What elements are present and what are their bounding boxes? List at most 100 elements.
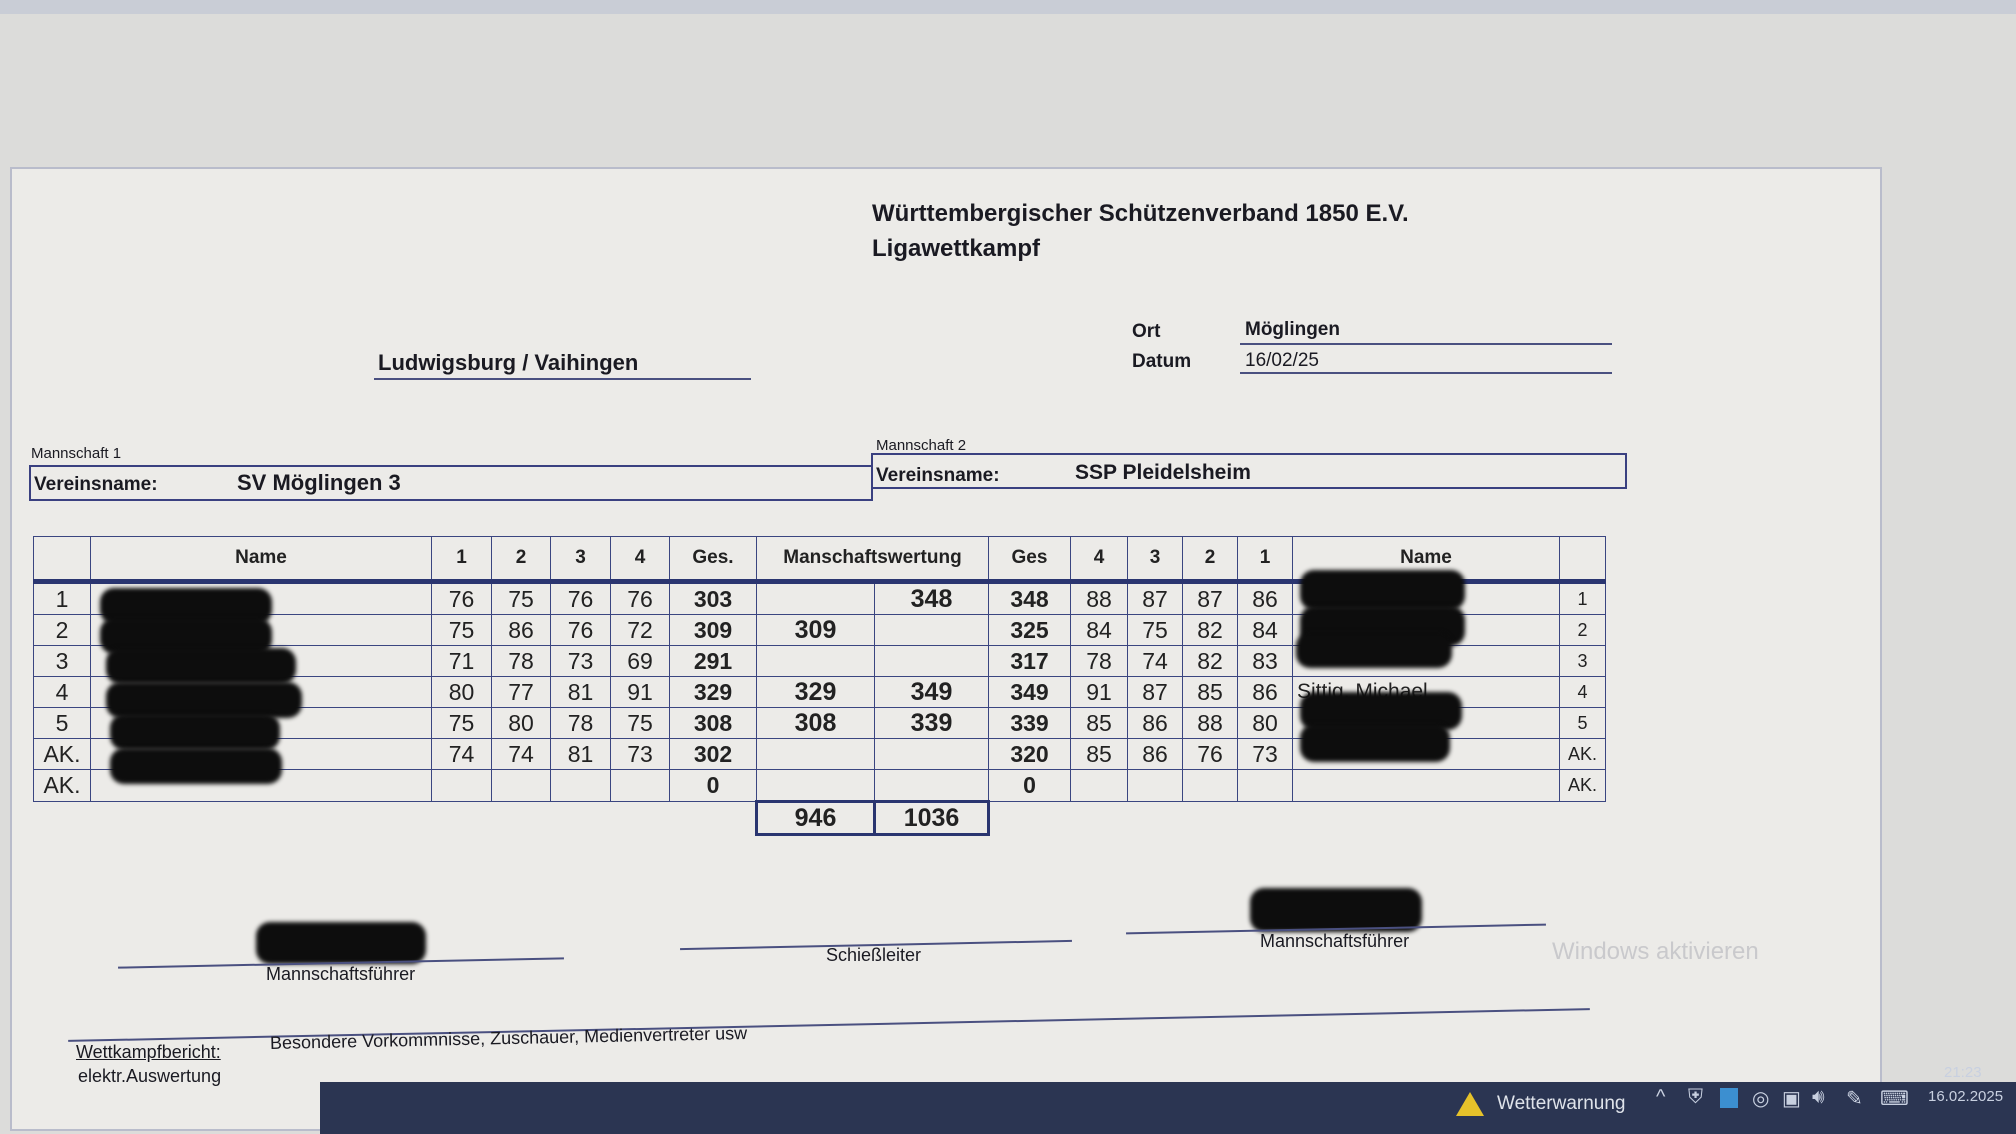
header-left-0: Name (90, 536, 432, 584)
left-score-3[interactable]: 81 (550, 676, 611, 708)
left-score-3[interactable]: 73 (550, 645, 611, 677)
left-total: 329 (669, 676, 757, 708)
display-icon[interactable]: ▣ (1782, 1088, 1801, 1110)
left-score-2[interactable]: 86 (491, 614, 551, 646)
captain1-label: Mannschaftsführer (266, 964, 416, 984)
left-score-2[interactable]: 75 (491, 581, 551, 615)
report-label: Wettkampfbericht: (76, 1042, 221, 1062)
left-score-2[interactable]: 80 (491, 707, 551, 739)
document-subtitle: Ligawettkampf (872, 235, 1041, 262)
team-score-2 (874, 645, 989, 677)
left-score-3[interactable]: 76 (550, 614, 611, 646)
header-left-4: 4 (610, 536, 670, 584)
right-score-3[interactable]: 86 (1127, 738, 1183, 770)
score-table: Name 1 2 3 4 Ges. Manschaftswertung Ges 4 3 2 1 Name… (33, 536, 1606, 836)
left-score-4[interactable]: 76 (610, 581, 670, 615)
left-position: 1 (33, 581, 91, 615)
right-score-2[interactable]: 88 (1182, 707, 1238, 739)
team2-box (871, 453, 1627, 489)
keyboard-icon[interactable]: ⌨ (1880, 1088, 1909, 1110)
left-score-4[interactable]: 73 (610, 738, 670, 770)
right-score-2[interactable]: 87 (1182, 581, 1238, 615)
team-score-2: 348 (874, 581, 989, 615)
left-score-1[interactable]: 75 (431, 614, 492, 646)
right-score-4[interactable]: 88 (1070, 581, 1128, 615)
report-note[interactable]: elektr.Auswertung (78, 1066, 222, 1086)
team1-section-label: Mannschaft 1 (31, 445, 122, 462)
right-score-4[interactable]: 91 (1070, 676, 1128, 708)
weather-warning[interactable]: Wetterwarnung (1497, 1093, 1626, 1114)
app-icon[interactable] (1720, 1088, 1738, 1108)
chevron-up-icon[interactable]: ^ (1656, 1086, 1666, 1108)
team-score-2: 349 (874, 676, 989, 708)
left-score-1[interactable]: 74 (431, 738, 492, 770)
redacted-name (106, 682, 302, 718)
team-score-2 (874, 614, 989, 646)
security-icon[interactable]: ⛨ (1688, 1086, 1703, 1108)
left-score-2[interactable]: 74 (491, 738, 551, 770)
right-score-4[interactable]: 85 (1070, 707, 1128, 739)
left-score-2[interactable]: 77 (491, 676, 551, 708)
right-total: 325 (988, 614, 1071, 646)
clock-time[interactable]: 21:23 (1944, 1064, 1982, 1081)
left-score-4[interactable]: 69 (610, 645, 670, 677)
left-score-1[interactable]: 76 (431, 581, 492, 615)
left-score-1[interactable]: 75 (431, 707, 492, 739)
right-score-1[interactable]: 86 (1237, 581, 1293, 615)
right-score-2[interactable]: 76 (1182, 738, 1238, 770)
right-score-3[interactable]: 87 (1127, 581, 1183, 615)
right-score-4[interactable]: 84 (1070, 614, 1128, 646)
left-score-4[interactable]: 72 (610, 614, 670, 646)
right-score-2[interactable]: 82 (1182, 614, 1238, 646)
right-shooter-name[interactable] (1292, 769, 1560, 802)
right-score-2[interactable]: 85 (1182, 676, 1238, 708)
right-score-2[interactable] (1182, 769, 1238, 802)
team-score-2 (874, 769, 989, 802)
clock-date[interactable]: 16.02.2025 (1928, 1088, 2004, 1105)
right-score-3[interactable]: 86 (1127, 707, 1183, 739)
left-score-3[interactable] (550, 769, 611, 802)
right-score-2[interactable]: 82 (1182, 645, 1238, 677)
right-score-1[interactable]: 84 (1237, 614, 1293, 646)
right-position: 1 (1559, 581, 1606, 615)
right-score-1[interactable] (1237, 769, 1293, 802)
right-score-4[interactable] (1070, 769, 1128, 802)
warning-icon[interactable] (1456, 1092, 1484, 1116)
table-row: AK. 0 0 AK. (33, 769, 1606, 802)
team1-club-name[interactable]: SV Möglingen 3 (237, 470, 401, 495)
redacted-name (110, 748, 282, 784)
left-score-2[interactable] (491, 769, 551, 802)
team2-club-name[interactable]: SSP Pleidelsheim (1075, 461, 1251, 484)
right-score-3[interactable]: 75 (1127, 614, 1183, 646)
left-score-1[interactable]: 80 (431, 676, 492, 708)
datum-value[interactable]: 16/02/25 (1245, 350, 1319, 371)
left-score-4[interactable] (610, 769, 670, 802)
left-score-1[interactable] (431, 769, 492, 802)
left-score-3[interactable]: 78 (550, 707, 611, 739)
right-score-4[interactable]: 78 (1070, 645, 1128, 677)
team-score-1 (756, 645, 875, 677)
datum-underline (1240, 372, 1612, 374)
left-score-4[interactable]: 91 (610, 676, 670, 708)
right-score-3[interactable]: 74 (1127, 645, 1183, 677)
header-pos (33, 536, 91, 584)
left-score-4[interactable]: 75 (610, 707, 670, 739)
right-score-1[interactable]: 80 (1237, 707, 1293, 739)
spacer (34, 802, 757, 835)
right-score-1[interactable]: 73 (1237, 738, 1293, 770)
right-score-1[interactable]: 83 (1237, 645, 1293, 677)
right-score-3[interactable] (1127, 769, 1183, 802)
left-score-1[interactable]: 71 (431, 645, 492, 677)
right-score-4[interactable]: 85 (1070, 738, 1128, 770)
right-score-1[interactable]: 86 (1237, 676, 1293, 708)
totals-row: 946 1036 (34, 800, 1606, 836)
left-score-3[interactable]: 81 (550, 738, 611, 770)
ort-value[interactable]: Möglingen (1245, 319, 1340, 340)
pen-icon[interactable]: ✎ (1846, 1088, 1863, 1110)
left-score-2[interactable]: 78 (491, 645, 551, 677)
speaker-icon[interactable]: 🔊︎ (1812, 1086, 1825, 1108)
right-score-3[interactable]: 87 (1127, 676, 1183, 708)
camera-icon[interactable]: ◎ (1752, 1088, 1770, 1110)
left-total: 309 (669, 614, 757, 646)
left-score-3[interactable]: 76 (550, 581, 611, 615)
